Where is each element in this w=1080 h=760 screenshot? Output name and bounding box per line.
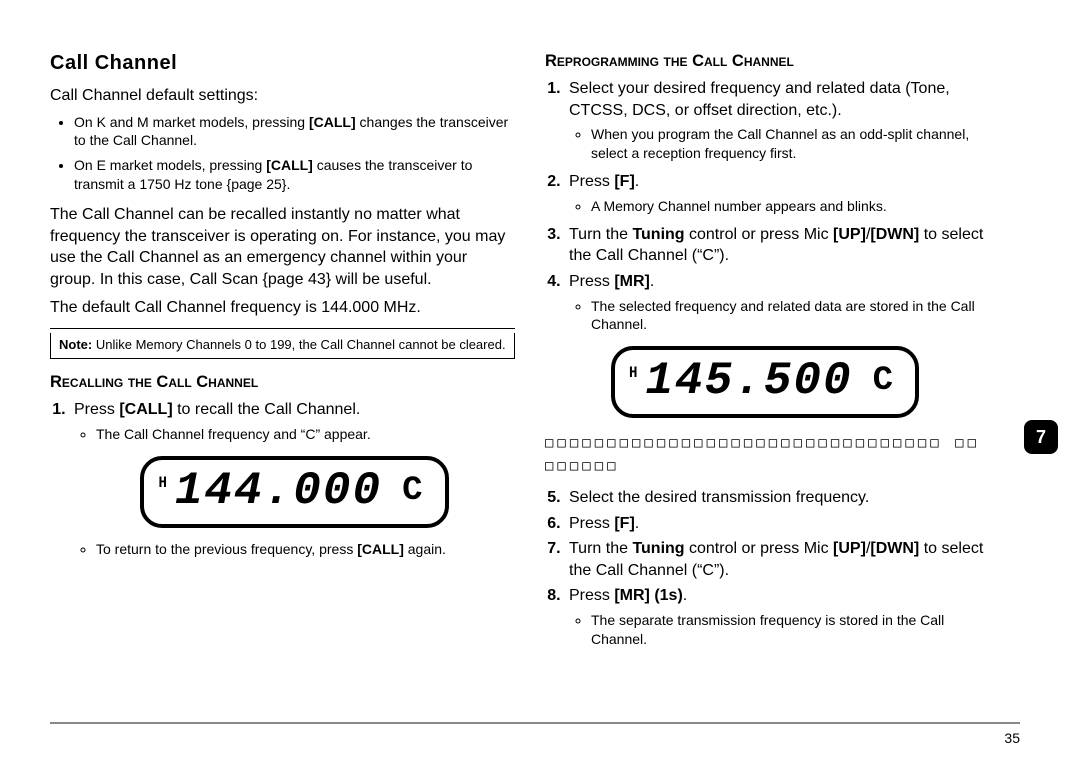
step-item: Press [F]. xyxy=(565,513,985,535)
sub-bullets: To return to the previous frequency, pre… xyxy=(74,540,515,559)
lcd-content: H 144.000 C xyxy=(158,468,422,514)
key-bold: Tuning xyxy=(632,540,684,557)
key-bold: [F] xyxy=(614,515,634,532)
right-column: Reprogramming the Call Channel Select yo… xyxy=(545,50,985,657)
lcd-frequency: 145.500 xyxy=(645,358,852,404)
bullet-item: The selected frequency and related data … xyxy=(591,297,985,335)
lcd-frame: H 145.500 C xyxy=(611,346,919,418)
section-badge: 7 xyxy=(1024,420,1058,454)
step-text: Press xyxy=(569,273,614,290)
key-bold: [CALL] xyxy=(309,114,356,130)
main-heading: Call Channel xyxy=(50,50,515,77)
step-text: . xyxy=(683,587,687,604)
bullet-item: To return to the previous frequency, pre… xyxy=(96,540,515,559)
page-number: 35 xyxy=(1004,730,1020,746)
step-item: Select the desired transmission frequenc… xyxy=(565,487,985,509)
step-text: Press xyxy=(569,515,614,532)
bullet-item: The separate transmission frequency is s… xyxy=(591,611,985,649)
step-item: Press [MR] (1s). The separate transmissi… xyxy=(565,585,985,648)
key-bold: [CALL] xyxy=(357,541,404,557)
left-column: Call Channel Call Channel default settin… xyxy=(50,50,515,657)
lcd-c-indicator: C xyxy=(873,364,893,398)
step-item: Press [MR]. The selected frequency and r… xyxy=(565,271,985,334)
key-bold: [MR] (1s) xyxy=(614,587,682,604)
lcd-content: H 145.500 C xyxy=(629,358,893,404)
step-text: Press xyxy=(569,587,614,604)
steps-list: Press [CALL] to recall the Call Channel.… xyxy=(50,399,515,558)
lcd-frame: H 144.000 C xyxy=(140,456,448,528)
divider xyxy=(50,328,515,329)
key-bold: [UP] xyxy=(833,540,866,557)
step-text: Turn the xyxy=(569,226,632,243)
step-text: . xyxy=(635,515,639,532)
subheading-recalling: Recalling the Call Channel xyxy=(50,371,515,393)
bullet-item: A Memory Channel number appears and blin… xyxy=(591,197,985,216)
sub-bullets: When you program the Call Channel as an … xyxy=(569,125,985,163)
bullet-item: The Call Channel frequency and “C” appea… xyxy=(96,425,515,444)
key-bold: [F] xyxy=(614,173,634,190)
lcd-display: H 144.000 C xyxy=(74,456,515,528)
bullet-item: On E market models, pressing [CALL] caus… xyxy=(74,156,515,194)
key-bold: Tuning xyxy=(632,226,684,243)
step-text: Turn the xyxy=(569,540,632,557)
step-text: Press xyxy=(569,173,614,190)
key-bold: [CALL] xyxy=(266,157,313,173)
step-item: Press [CALL] to recall the Call Channel.… xyxy=(70,399,515,558)
default-settings-list: On K and M market models, pressing [CALL… xyxy=(50,113,515,195)
body-paragraph: The default Call Channel frequency is 14… xyxy=(50,297,515,319)
lcd-display: H 145.500 C xyxy=(545,346,985,418)
lcd-h-indicator: H xyxy=(629,364,637,383)
bullet-text: On E market models, pressing xyxy=(74,157,266,173)
step-item: Press [F]. A Memory Channel number appea… xyxy=(565,171,985,215)
step-text: Select your desired frequency and relate… xyxy=(569,80,950,119)
bullet-item: When you program the Call Channel as an … xyxy=(591,125,985,163)
note-lead: Note: xyxy=(59,337,92,352)
lcd-c-indicator: C xyxy=(402,474,422,508)
step-text: to recall the Call Channel. xyxy=(173,401,361,418)
key-bold: [MR] xyxy=(614,273,650,290)
step-text: control or press Mic xyxy=(685,540,833,557)
bullet-text: again. xyxy=(404,541,446,557)
bullet-item: On K and M market models, pressing [CALL… xyxy=(74,113,515,151)
step-text: . xyxy=(635,173,639,190)
body-paragraph: The Call Channel can be recalled instant… xyxy=(50,204,515,290)
step-item: Turn the Tuning control or press Mic [UP… xyxy=(565,538,985,581)
sub-bullets: The Call Channel frequency and “C” appea… xyxy=(74,425,515,444)
bullet-text: On K and M market models, pressing xyxy=(74,114,309,130)
sub-bullets: The separate transmission frequency is s… xyxy=(569,611,985,649)
step-item: Turn the Tuning control or press Mic [UP… xyxy=(565,224,985,267)
sub-bullets: A Memory Channel number appears and blin… xyxy=(569,197,985,216)
steps-list: Select the desired transmission frequenc… xyxy=(545,487,985,649)
key-bold: [DWN] xyxy=(870,226,919,243)
note-body: Unlike Memory Channels 0 to 199, the Cal… xyxy=(92,337,505,352)
placeholder-characters: □□□□□□□□□□□□□□□□□□□□□□□□□□□□□□□□ □□□□□□□… xyxy=(545,432,985,477)
bullet-text: To return to the previous frequency, pre… xyxy=(96,541,357,557)
key-bold: [UP] xyxy=(833,226,866,243)
step-item: Select your desired frequency and relate… xyxy=(565,78,985,163)
key-bold: [DWN] xyxy=(870,540,919,557)
steps-list: Select your desired frequency and relate… xyxy=(545,78,985,334)
step-text: Press xyxy=(74,401,119,418)
note-box: Note: Unlike Memory Channels 0 to 199, t… xyxy=(50,333,515,359)
step-text: control or press Mic xyxy=(685,226,833,243)
key-bold: [CALL] xyxy=(119,401,172,418)
lcd-frequency: 144.000 xyxy=(175,468,382,514)
footer-divider xyxy=(50,722,1020,724)
sub-bullets: The selected frequency and related data … xyxy=(569,297,985,335)
step-text: . xyxy=(650,273,654,290)
intro-line: Call Channel default settings: xyxy=(50,85,515,107)
lcd-h-indicator: H xyxy=(158,474,166,493)
subheading-reprogramming: Reprogramming the Call Channel xyxy=(545,50,985,72)
